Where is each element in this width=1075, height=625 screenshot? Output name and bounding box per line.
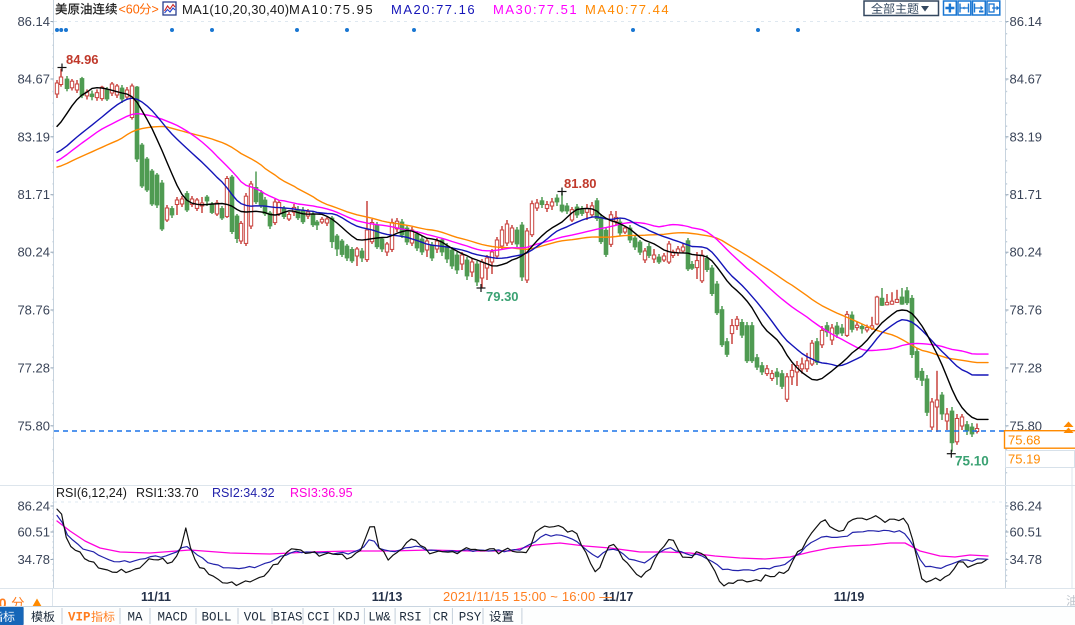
svg-text:RSI: RSI: [399, 611, 422, 625]
svg-text:MA: MA: [127, 611, 143, 625]
svg-text:CR: CR: [433, 611, 449, 625]
svg-text:MA30:77.51: MA30:77.51: [493, 2, 578, 17]
svg-text:RSI(6,12,24): RSI(6,12,24): [56, 486, 127, 500]
svg-text:VOL: VOL: [244, 611, 267, 625]
svg-text:<60: <60: [119, 3, 140, 17]
svg-text:75.80: 75.80: [17, 418, 50, 433]
svg-text:81.71: 81.71: [17, 187, 50, 202]
svg-text:60: 60: [0, 595, 7, 611]
svg-text:84.67: 84.67: [17, 72, 50, 87]
svg-text:81.80: 81.80: [564, 176, 597, 191]
svg-text:78.76: 78.76: [1010, 303, 1043, 318]
svg-text:CCI: CCI: [307, 611, 330, 625]
svg-text:34.78: 34.78: [17, 552, 50, 567]
svg-text:83.19: 83.19: [17, 129, 50, 144]
svg-text:78.76: 78.76: [17, 303, 50, 318]
svg-text:>: >: [152, 3, 159, 17]
svg-text:34.78: 34.78: [1010, 552, 1043, 567]
svg-text:60.51: 60.51: [17, 525, 50, 540]
svg-text:11/13: 11/13: [372, 590, 403, 604]
svg-text:BIAS: BIAS: [272, 611, 302, 625]
svg-text:KDJ: KDJ: [338, 611, 361, 625]
svg-text:60.51: 60.51: [1010, 525, 1043, 540]
svg-text:86.24: 86.24: [1010, 499, 1043, 514]
svg-text:MACD: MACD: [157, 611, 187, 625]
svg-text:75.10: 75.10: [955, 454, 989, 469]
svg-text:84.96: 84.96: [66, 52, 99, 67]
svg-text:77.28: 77.28: [17, 360, 50, 375]
svg-text:83.19: 83.19: [1010, 129, 1043, 144]
svg-text:86.14: 86.14: [1010, 14, 1043, 29]
svg-text:79.30: 79.30: [486, 289, 519, 304]
svg-text:84.67: 84.67: [1010, 72, 1043, 87]
svg-text:75.19: 75.19: [1008, 452, 1041, 467]
svg-text:80.24: 80.24: [17, 245, 50, 260]
svg-text:RSI1:33.70: RSI1:33.70: [136, 486, 199, 500]
svg-text:BOLL: BOLL: [201, 611, 231, 625]
svg-text:MA20:77.16: MA20:77.16: [391, 2, 476, 17]
svg-text:MA1(10,20,30,40): MA1(10,20,30,40): [182, 2, 289, 17]
svg-text:PSY: PSY: [459, 611, 482, 625]
svg-text:RSI2:34.32: RSI2:34.32: [212, 486, 275, 500]
svg-text:11/19: 11/19: [834, 590, 865, 604]
svg-text:86.14: 86.14: [17, 14, 50, 29]
svg-text:80.24: 80.24: [1010, 245, 1043, 260]
svg-text:VIP: VIP: [68, 611, 91, 625]
svg-text:77.28: 77.28: [1010, 360, 1043, 375]
svg-text:75.68: 75.68: [1008, 433, 1041, 448]
svg-text:11/11: 11/11: [141, 590, 171, 604]
svg-text:81.71: 81.71: [1010, 187, 1043, 202]
svg-text:LW&: LW&: [368, 611, 391, 625]
svg-text:MA40:77.44: MA40:77.44: [585, 2, 670, 17]
svg-text:2021/11/15 15:00 ~ 16:00 —: 2021/11/15 15:00 ~ 16:00 —: [443, 589, 612, 604]
svg-text:MA10:75.95: MA10:75.95: [289, 2, 374, 17]
svg-text:RSI3:36.95: RSI3:36.95: [290, 486, 353, 500]
svg-text:11/17: 11/17: [603, 590, 634, 604]
svg-text:75.80: 75.80: [1010, 418, 1043, 433]
svg-text:86.24: 86.24: [17, 499, 50, 514]
